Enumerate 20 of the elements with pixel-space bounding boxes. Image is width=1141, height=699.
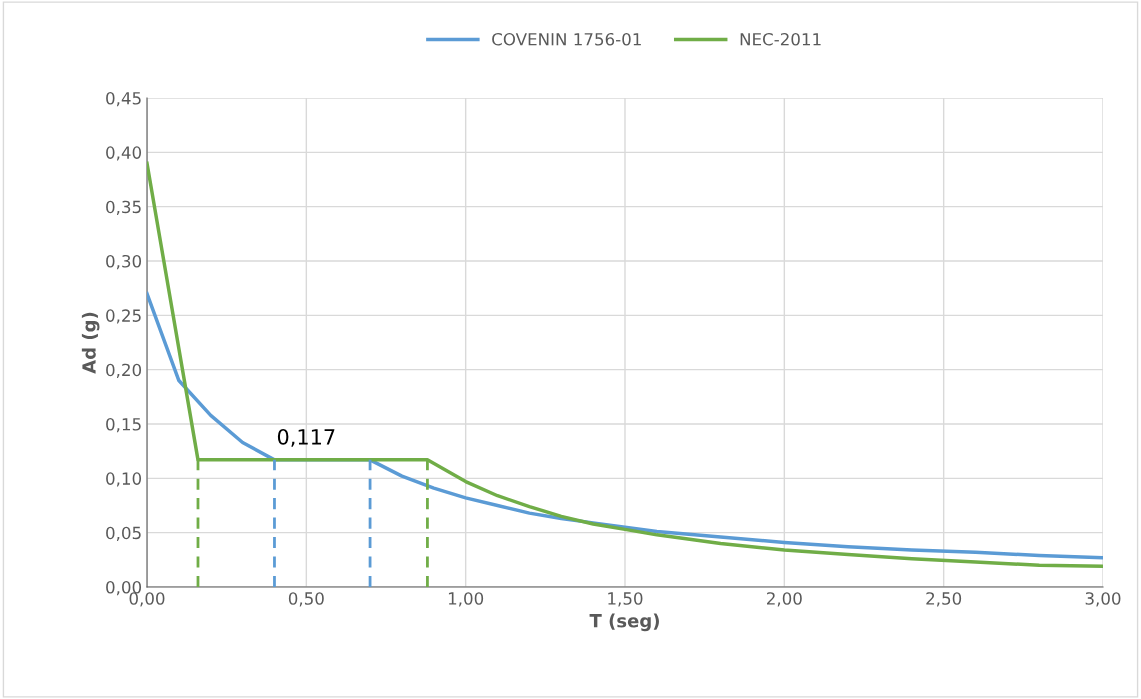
y-tick-label: 0,30 bbox=[106, 254, 142, 270]
y-tick-label: 0,40 bbox=[106, 146, 142, 161]
x-tick-label: 1,00 bbox=[448, 592, 484, 607]
x-tick-label: 0,50 bbox=[288, 592, 324, 607]
y-tick-label: 0,10 bbox=[106, 472, 142, 487]
y-tick-label: 0,15 bbox=[106, 417, 141, 433]
y-axis-title: Ad (g) bbox=[81, 312, 100, 374]
legend-label: NEC-2011 bbox=[740, 32, 821, 46]
legend-label: COVENIN 1756-01 bbox=[492, 32, 641, 46]
x-tick-label: 2,50 bbox=[926, 592, 962, 607]
y-tick-label: 0,35 bbox=[106, 200, 141, 215]
x-tick-label: 3,00 bbox=[1085, 592, 1121, 607]
x-tick-label: 1,50 bbox=[608, 592, 643, 607]
y-tick-label: 0,25 bbox=[106, 309, 141, 324]
y-tick-label: 0,20 bbox=[106, 363, 142, 378]
annotation: 0,117 bbox=[277, 428, 335, 447]
x-tick-label: 2,00 bbox=[767, 592, 802, 607]
x-axis-title: T (seg) bbox=[589, 613, 659, 632]
y-tick-label: 0,05 bbox=[106, 526, 141, 541]
y-tick-label: 0,45 bbox=[106, 91, 141, 107]
